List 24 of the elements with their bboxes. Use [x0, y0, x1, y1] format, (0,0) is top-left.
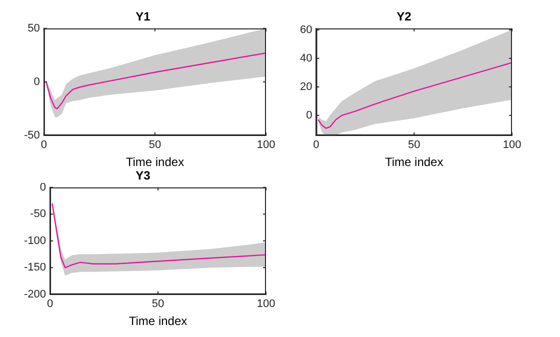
x-axis-title: Time index [384, 155, 444, 170]
y-tick-label: -50 [30, 208, 46, 220]
x-tick-label: 100 [256, 139, 276, 152]
y-tick-label: 0 [34, 76, 40, 88]
x-tick-label: 100 [502, 139, 522, 152]
x-axis-title: Time index [126, 155, 184, 170]
x-axis-title: Time index [128, 314, 188, 328]
y-tick-label: 0 [306, 109, 312, 122]
x-tick-label: 50 [152, 298, 164, 310]
y-tick-label: 0 [40, 181, 46, 194]
chart-title: Y2 [396, 10, 412, 24]
chart-title: Y3 [136, 168, 151, 183]
y-tick-label: -100 [24, 234, 46, 247]
y-tick-label: 40 [300, 52, 312, 64]
x-tick-label: 50 [148, 139, 162, 152]
y-tick-label: -50 [24, 129, 40, 142]
chart-title: Y1 [136, 10, 151, 24]
x-tick-label: 50 [408, 139, 420, 152]
y-tick-label: -200 [24, 288, 46, 300]
y-tick-label: -150 [24, 262, 46, 274]
y-tick-label: 20 [300, 80, 312, 93]
y-tick-label: 60 [300, 24, 312, 36]
y-tick-label: 50 [28, 22, 40, 34]
x-tick-label: 100 [256, 298, 276, 310]
